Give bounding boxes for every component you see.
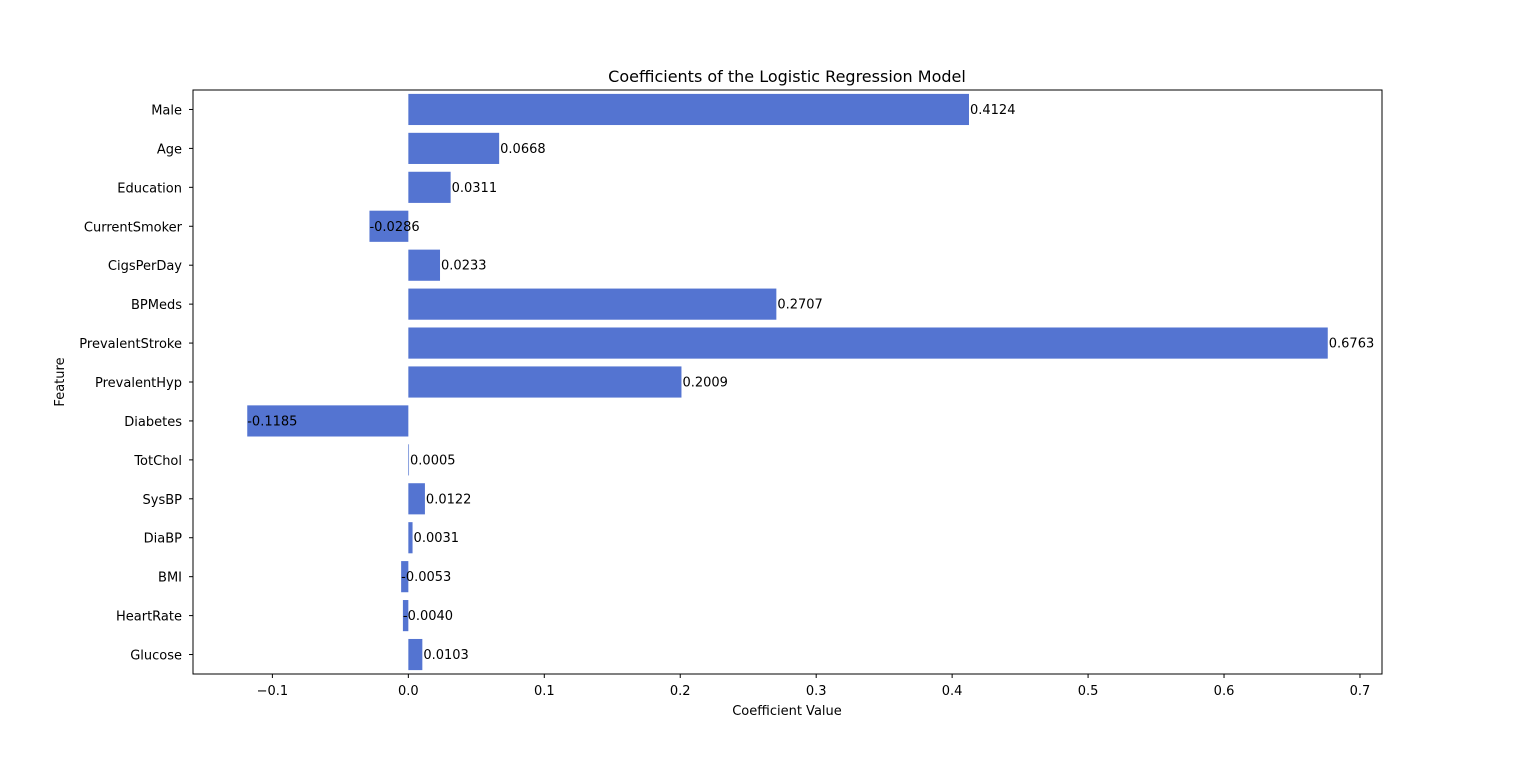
data-label: 0.0005 [410, 453, 456, 468]
data-label: 0.0103 [423, 648, 469, 663]
bar-diabetes [247, 405, 409, 437]
y-tick-label: CigsPerDay [108, 259, 182, 274]
data-label: 0.0233 [441, 259, 487, 274]
y-tick-label: BMI [158, 571, 182, 586]
y-axis-title: Feature [53, 357, 68, 406]
data-label: -0.0053 [401, 570, 451, 585]
x-tick-label: 0.5 [1078, 684, 1099, 699]
x-axis-title: Coefficient Value [732, 704, 842, 719]
y-tick-label: CurrentSmoker [84, 220, 183, 235]
data-label: 0.2707 [777, 298, 823, 313]
x-tick-label: 0.4 [942, 684, 963, 699]
x-tick-label: 0.1 [534, 684, 555, 699]
y-tick-label: Male [151, 103, 182, 118]
bar-bpmeds [408, 288, 777, 320]
data-label: 0.0668 [500, 142, 545, 157]
x-tick-label: 0.7 [1350, 684, 1371, 699]
bar-education [408, 171, 451, 203]
x-tick-label: 0.2 [670, 684, 691, 699]
bar-cigsperday [408, 249, 441, 281]
data-label: 0.6763 [1329, 337, 1375, 352]
y-tick-label: SysBP [143, 493, 183, 508]
y-tick-label: BPMeds [131, 298, 182, 313]
bar-prevalentstroke [408, 327, 1328, 359]
y-axis: Male Age Education CurrentSmoker CigsPerDay B… [79, 103, 193, 664]
bar-bmi [401, 561, 409, 593]
bar-sysbp [408, 483, 425, 515]
y-tick-label: TotChol [133, 454, 182, 469]
data-label: 0.2009 [682, 376, 728, 391]
y-tick-label: Education [117, 181, 182, 196]
data-label: -0.0286 [369, 220, 419, 235]
y-tick-label: PrevalentHyp [95, 376, 182, 391]
data-label: 0.0311 [452, 181, 498, 196]
y-tick-label: HeartRate [116, 610, 182, 625]
x-tick-label: 0.0 [398, 684, 419, 699]
y-tick-label: Age [157, 142, 182, 157]
x-tick-label: 0.6 [1214, 684, 1235, 699]
data-label: -0.0040 [403, 609, 453, 624]
y-tick-label: Glucose [130, 649, 182, 664]
bar-currentsmoker [369, 210, 409, 242]
data-label: 0.4124 [970, 103, 1016, 118]
bar-male [408, 93, 969, 126]
data-label: 0.0122 [426, 492, 472, 507]
bar-age [408, 132, 500, 164]
bar-glucose [408, 638, 423, 671]
bar-heartrate [402, 600, 409, 632]
y-tick-label: Diabetes [124, 415, 182, 430]
x-axis: −0.1 0.0 0.1 0.2 0.3 0.4 0.5 0.6 0.7 [257, 674, 1371, 699]
x-tick-label: 0.3 [806, 684, 827, 699]
chart-title: Coefficients of the Logistic Regression … [608, 67, 966, 86]
bars-layer [247, 93, 1328, 671]
data-label: -0.1185 [247, 414, 297, 429]
y-tick-label: PrevalentStroke [79, 337, 182, 352]
y-tick-label: DiaBP [144, 532, 183, 547]
x-tick-label: −0.1 [257, 684, 289, 699]
bar-prevalenthyp [408, 366, 682, 398]
bar-totchol [408, 444, 410, 476]
data-label: 0.0031 [414, 531, 460, 546]
data-labels-layer: 0.4124 0.0668 0.0311 -0.0286 0.0233 0.2707 0.6… [247, 103, 1374, 663]
bar-diabp [408, 522, 413, 554]
